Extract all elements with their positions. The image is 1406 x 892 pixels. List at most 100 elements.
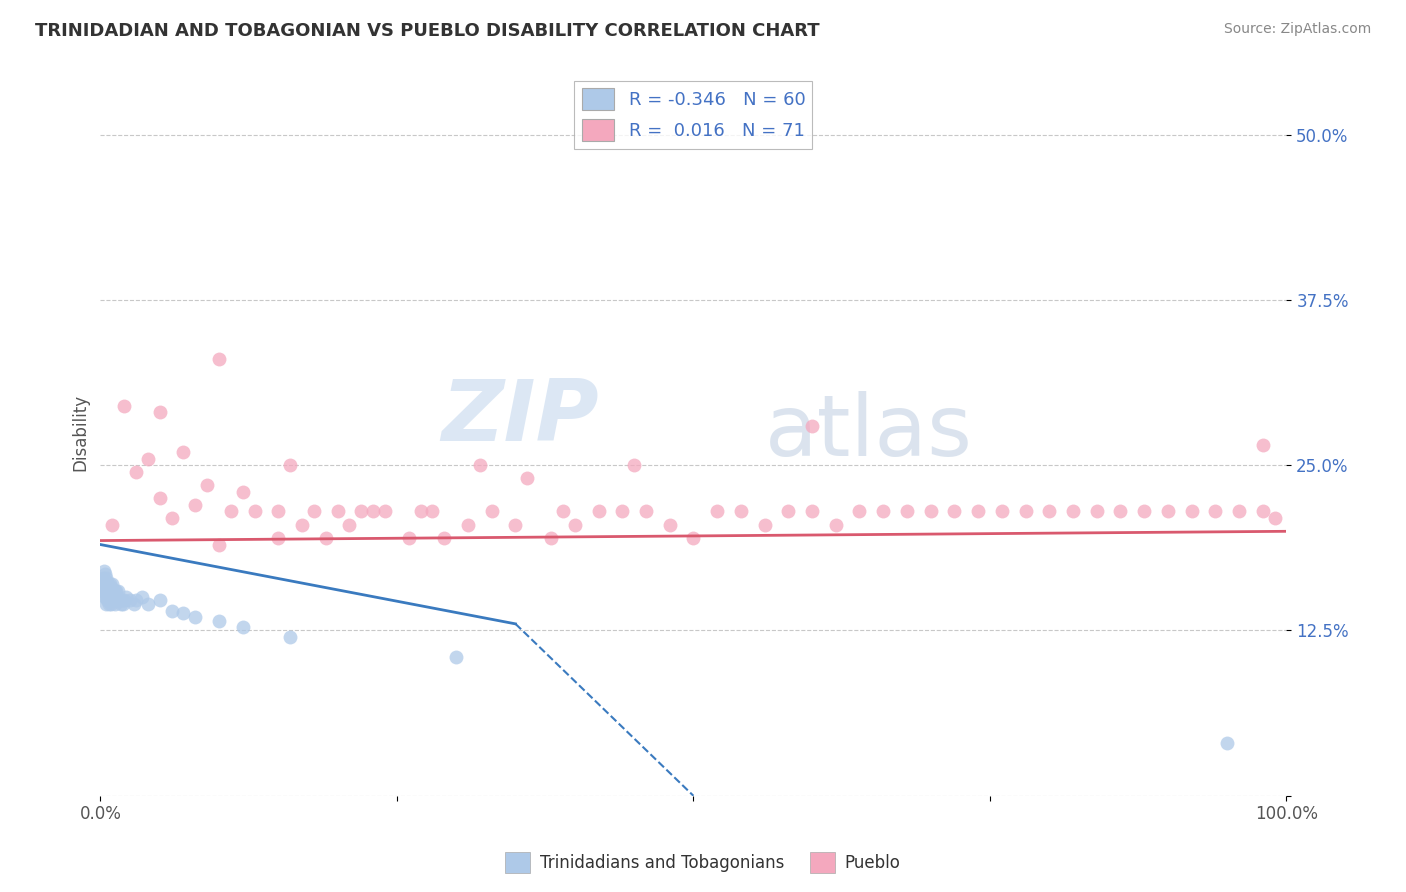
Point bbox=[658, 517, 681, 532]
Point bbox=[149, 491, 172, 506]
Point bbox=[108, 593, 131, 607]
Point bbox=[278, 630, 301, 644]
Point bbox=[623, 458, 645, 473]
Point bbox=[96, 571, 118, 585]
Point bbox=[1227, 504, 1250, 518]
Text: Source: ZipAtlas.com: Source: ZipAtlas.com bbox=[1223, 22, 1371, 37]
Point bbox=[339, 517, 361, 532]
Point bbox=[125, 593, 148, 607]
Point bbox=[991, 504, 1014, 518]
Point bbox=[350, 504, 373, 518]
Point bbox=[172, 607, 194, 621]
Point bbox=[94, 574, 117, 589]
Point bbox=[104, 583, 127, 598]
Point bbox=[97, 580, 120, 594]
Point bbox=[96, 593, 118, 607]
Point bbox=[267, 504, 290, 518]
Point bbox=[136, 597, 159, 611]
Point bbox=[110, 597, 132, 611]
Point bbox=[588, 504, 610, 518]
Point bbox=[315, 531, 337, 545]
Point bbox=[754, 517, 776, 532]
Point bbox=[398, 531, 420, 545]
Point bbox=[160, 604, 183, 618]
Point bbox=[101, 517, 124, 532]
Point bbox=[612, 504, 634, 518]
Point bbox=[361, 504, 384, 518]
Point bbox=[195, 478, 218, 492]
Point bbox=[801, 504, 824, 518]
Point bbox=[1251, 438, 1274, 452]
Point bbox=[160, 511, 183, 525]
Point bbox=[96, 586, 118, 600]
Point bbox=[801, 418, 824, 433]
Point bbox=[1251, 504, 1274, 518]
Point bbox=[730, 504, 752, 518]
Point bbox=[96, 574, 118, 589]
Point bbox=[112, 593, 135, 607]
Point bbox=[93, 564, 115, 578]
Point bbox=[149, 593, 172, 607]
Point bbox=[98, 586, 121, 600]
Point bbox=[94, 580, 117, 594]
Point bbox=[896, 504, 918, 518]
Point bbox=[104, 593, 127, 607]
Point bbox=[100, 591, 122, 605]
Point bbox=[457, 517, 479, 532]
Point bbox=[444, 649, 467, 664]
Point bbox=[505, 517, 527, 532]
Point bbox=[208, 537, 231, 551]
Point bbox=[101, 577, 124, 591]
Point bbox=[943, 504, 966, 518]
Point bbox=[920, 504, 942, 518]
Point bbox=[97, 597, 120, 611]
Point bbox=[136, 451, 159, 466]
Point bbox=[103, 583, 125, 598]
Point bbox=[564, 517, 586, 532]
Point bbox=[243, 504, 266, 518]
Point bbox=[115, 591, 138, 605]
Point bbox=[706, 504, 728, 518]
Point bbox=[481, 504, 503, 518]
Point bbox=[184, 610, 207, 624]
Point bbox=[872, 504, 894, 518]
Point bbox=[103, 583, 125, 598]
Point bbox=[1216, 736, 1239, 750]
Point bbox=[103, 593, 125, 607]
Point bbox=[1133, 504, 1156, 518]
Point bbox=[91, 571, 114, 585]
Point bbox=[98, 593, 121, 607]
Point bbox=[94, 591, 117, 605]
Point bbox=[291, 517, 314, 532]
Point bbox=[848, 504, 870, 518]
Point bbox=[1264, 511, 1286, 525]
Point bbox=[682, 531, 704, 545]
Point bbox=[96, 577, 118, 591]
Legend: Trinidadians and Tobagonians, Pueblo: Trinidadians and Tobagonians, Pueblo bbox=[499, 846, 907, 880]
Point bbox=[91, 577, 114, 591]
Point bbox=[1157, 504, 1180, 518]
Point bbox=[96, 597, 118, 611]
Point bbox=[967, 504, 990, 518]
Point bbox=[374, 504, 396, 518]
Point bbox=[433, 531, 456, 545]
Point bbox=[208, 352, 231, 367]
Point bbox=[125, 465, 148, 479]
Point bbox=[96, 591, 118, 605]
Point bbox=[122, 597, 145, 611]
Point bbox=[100, 597, 122, 611]
Point bbox=[105, 593, 128, 607]
Point bbox=[101, 586, 124, 600]
Point bbox=[100, 580, 122, 594]
Point bbox=[778, 504, 800, 518]
Point bbox=[409, 504, 432, 518]
Point bbox=[107, 583, 129, 598]
Y-axis label: Disability: Disability bbox=[72, 393, 89, 471]
Point bbox=[98, 577, 121, 591]
Point bbox=[93, 577, 115, 591]
Point bbox=[232, 484, 254, 499]
Point bbox=[219, 504, 242, 518]
Point bbox=[172, 445, 194, 459]
Point bbox=[422, 504, 444, 518]
Point bbox=[1109, 504, 1132, 518]
